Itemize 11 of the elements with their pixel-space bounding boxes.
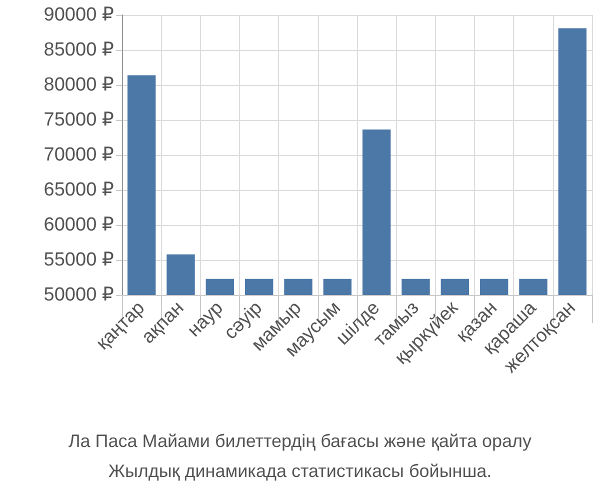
- y-tick-label: 60000 ₽: [44, 214, 114, 236]
- y-tick-label: 50000 ₽: [44, 284, 114, 306]
- text: Жылдық динамикада статистикасы бойынша.: [108, 461, 492, 481]
- y-tick-label: 75000 ₽: [44, 110, 114, 130]
- text: Ла Паса Майами билеттердің бағасы және қайта оралу: [68, 431, 532, 451]
- y-tick-label: 70000 ₽: [44, 144, 114, 166]
- y-tick-label: 55000 ₽: [44, 250, 114, 270]
- y-tick-label: 90000 ₽: [44, 4, 114, 26]
- y-tick-label: 85000 ₽: [44, 40, 114, 60]
- y-tick-label: 65000 ₽: [44, 180, 114, 200]
- y-tick-label: 80000 ₽: [44, 74, 114, 96]
